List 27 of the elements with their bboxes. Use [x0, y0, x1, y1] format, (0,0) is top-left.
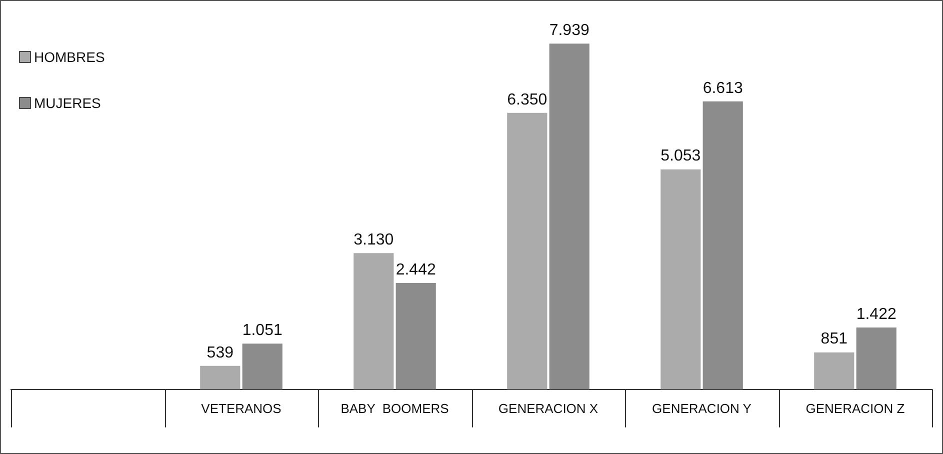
x-tick-label: GENERACION X [498, 400, 598, 416]
bar [549, 44, 590, 390]
x-tick-label: BABY BOOMERS [340, 400, 450, 416]
x-tick-label: GENERACION Y [652, 400, 752, 416]
data-label: 3.130 [354, 231, 394, 248]
bar [396, 283, 436, 390]
bar [200, 366, 240, 390]
bar [702, 101, 743, 390]
legend-label: HOMBRES [34, 49, 105, 65]
bar [814, 352, 854, 390]
data-label: 6.613 [702, 80, 743, 97]
data-label: 1.051 [242, 322, 282, 340]
bar [660, 169, 701, 390]
data-label: 1.422 [856, 306, 896, 323]
data-label: 5.053 [660, 148, 701, 165]
bar [856, 327, 896, 390]
bar [354, 253, 394, 390]
x-tick-label: GENERACION Z [806, 400, 905, 416]
data-label: 6.350 [507, 91, 548, 108]
data-label: 539 [206, 344, 234, 362]
legend-label: MUJERES [34, 95, 101, 111]
x-tick-label: VETERANOS [201, 400, 282, 416]
data-label: 851 [820, 330, 848, 348]
data-label: 2.442 [396, 261, 436, 278]
data-label: 7.939 [549, 22, 590, 40]
bar [242, 344, 282, 390]
bar [507, 112, 548, 390]
